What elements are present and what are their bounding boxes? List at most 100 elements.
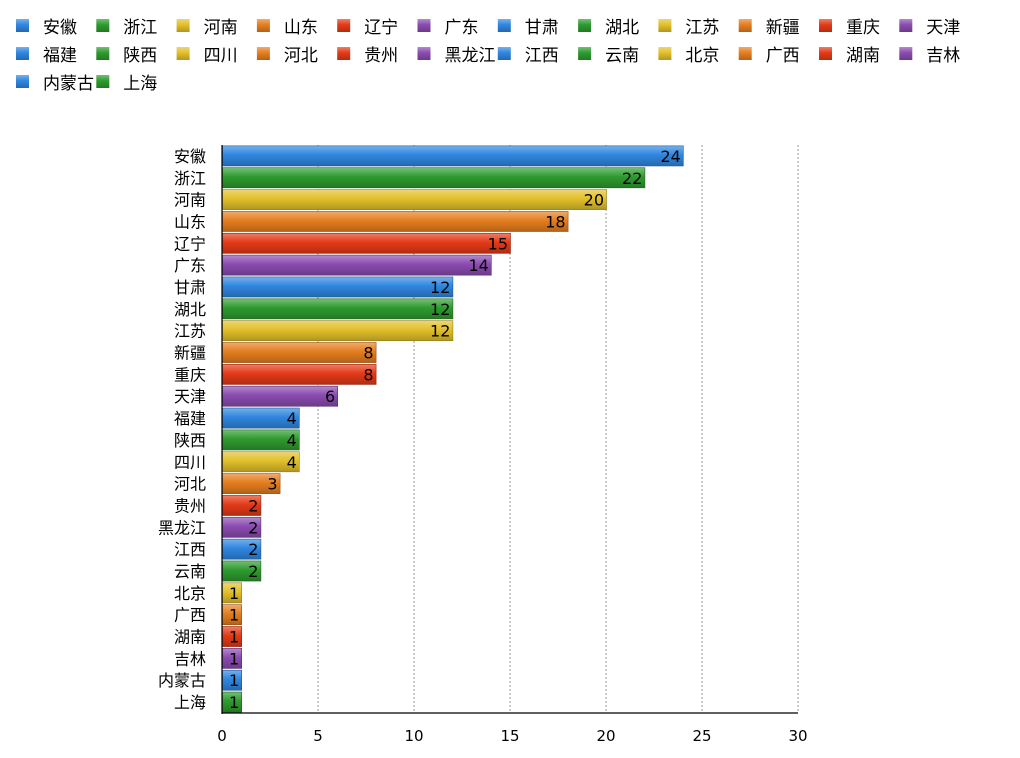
legend-item: 黑龙江	[417, 46, 496, 66]
y-tick-label: 广东	[174, 256, 206, 275]
legend-swatch	[256, 19, 270, 32]
data-label: 12	[430, 278, 450, 297]
bar	[222, 189, 607, 210]
y-tick-label: 福建	[174, 409, 206, 428]
legend-label: 四川	[204, 46, 238, 66]
data-label: 1	[229, 693, 239, 712]
y-tick-label: 重庆	[174, 365, 206, 384]
legend-item: 湖北	[578, 18, 639, 38]
legend-swatch	[658, 47, 672, 60]
legend-swatch	[96, 19, 110, 32]
x-tick-label: 5	[313, 727, 323, 745]
legend-swatch	[578, 47, 592, 60]
legend-item: 吉林	[899, 46, 960, 66]
data-label: 2	[248, 562, 258, 581]
data-label: 4	[287, 409, 297, 428]
bar	[222, 145, 684, 167]
data-label: 14	[468, 256, 488, 275]
legend-item: 广东	[417, 18, 479, 38]
data-label: 22	[622, 169, 642, 188]
y-tick-label: 河北	[174, 475, 206, 494]
data-label: 4	[287, 431, 297, 450]
bar	[222, 167, 646, 189]
data-label: 1	[229, 671, 239, 690]
legend-swatch	[16, 19, 29, 32]
data-label: 4	[287, 453, 297, 472]
legend-label: 云南	[605, 46, 639, 66]
legend-label: 陕西	[123, 46, 157, 66]
y-tick-label: 上海	[174, 693, 206, 712]
legend-label: 重庆	[846, 18, 880, 38]
legend-label: 新疆	[766, 18, 800, 38]
y-tick-label: 贵州	[174, 496, 206, 515]
legend-label: 浙江	[123, 18, 157, 38]
bar	[222, 298, 454, 320]
data-label: 2	[248, 518, 258, 537]
legend-item: 辽宁	[337, 18, 398, 38]
y-tick-label: 江苏	[174, 322, 206, 341]
legend-label: 天津	[926, 18, 960, 38]
legend-label: 河南	[204, 18, 238, 38]
legend-label: 辽宁	[364, 18, 398, 38]
legend-item: 天津	[899, 18, 960, 38]
legend-item: 内蒙古	[16, 74, 94, 94]
x-tick-label: 30	[788, 727, 807, 745]
data-label: 8	[363, 365, 373, 384]
y-tick-label: 云南	[174, 562, 206, 581]
bar	[222, 276, 454, 298]
data-label: 15	[488, 234, 508, 253]
legend-item: 河南	[176, 18, 238, 38]
legend-label: 福建	[43, 46, 77, 66]
legend-label: 吉林	[926, 46, 960, 66]
y-tick-label: 湖南	[174, 628, 206, 647]
legend-item: 河北	[256, 46, 318, 66]
legend-swatch	[176, 19, 190, 32]
bar	[222, 385, 338, 407]
legend-label: 湖北	[605, 18, 639, 38]
legend-swatch	[658, 19, 672, 32]
legend-label: 山东	[284, 18, 318, 38]
legend-item: 贵州	[337, 46, 398, 66]
legend-swatch	[337, 47, 351, 60]
legend-item: 福建	[16, 46, 77, 66]
y-tick-label: 甘肃	[174, 278, 206, 297]
legend-label: 广西	[766, 46, 800, 66]
data-label: 3	[267, 475, 277, 494]
legend-swatch	[738, 47, 752, 60]
legend-label: 湖南	[846, 46, 880, 66]
legend-item: 四川	[176, 46, 238, 66]
x-tick-label: 0	[217, 727, 227, 745]
legend-item: 重庆	[819, 18, 880, 38]
legend-item: 湖南	[819, 46, 880, 66]
legend-swatch	[899, 19, 913, 32]
legend-swatch	[417, 47, 431, 60]
legend-label: 江西	[525, 46, 559, 66]
legend-label: 北京	[685, 46, 719, 66]
legend-swatch	[96, 75, 110, 88]
y-tick-label: 黑龙江	[158, 518, 206, 537]
legend-label: 上海	[123, 74, 157, 94]
data-label: 18	[545, 212, 565, 231]
y-tick-label: 安徽	[174, 147, 206, 166]
legend-item: 江苏	[658, 18, 719, 38]
data-label: 1	[229, 628, 239, 647]
legend-swatch	[899, 47, 913, 60]
y-tick-label: 湖北	[174, 300, 206, 319]
data-label: 12	[430, 300, 450, 319]
grid	[317, 145, 799, 713]
legend-item: 上海	[96, 74, 157, 94]
legend-swatch	[497, 47, 511, 60]
y-tick-label: 广西	[174, 606, 206, 625]
bar	[222, 364, 377, 385]
legend-swatch	[819, 19, 832, 32]
data-label: 1	[229, 649, 239, 668]
legend-label: 江苏	[685, 18, 719, 38]
legend-swatch	[578, 19, 592, 32]
legend-item: 广西	[738, 46, 800, 66]
legend-item: 浙江	[96, 18, 157, 38]
legend-swatch	[819, 47, 832, 60]
legend-swatch	[16, 75, 29, 88]
